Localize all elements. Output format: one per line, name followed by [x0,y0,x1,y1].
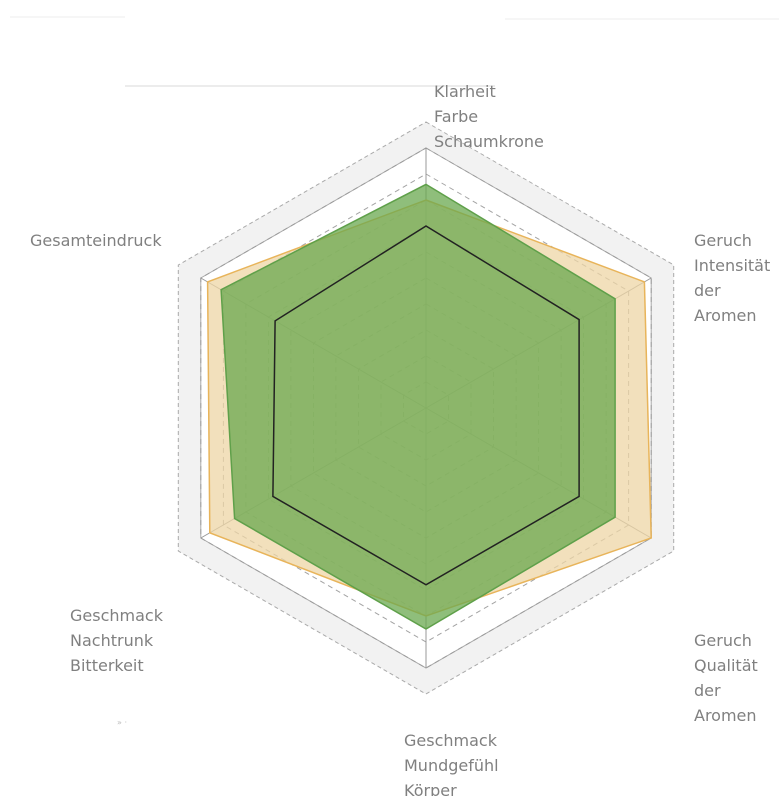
axis-label: Geruch Intensität der Aromen [694,231,770,325]
axis-label-line: Aromen [694,706,757,725]
axis-label-line: Farbe [434,107,478,126]
series-3-area [272,225,580,586]
axis-labels: Klarheit Farbe Schaumkrone Geruch Intensität… [30,82,770,796]
data-series [206,183,652,630]
axis-label-line: Geruch [694,231,752,250]
axis-label: Klarheit Farbe Schaumkrone [434,82,544,151]
decorative-mark: » · [117,718,127,727]
axis-label-line: der [694,681,721,700]
axis-label-line: Körper [404,781,457,796]
axis-label-line: Mundgefühl [404,756,499,775]
series-2-area [220,183,616,630]
axis-label-line: Intensität [694,256,770,275]
axis-label-line: der [694,281,721,300]
axis-label-line: Qualität [694,656,758,675]
axis-label-line: Gesamteindruck [30,231,162,250]
axis-label: Gesamteindruck [30,231,162,250]
axis-label-line: Geruch [694,631,752,650]
axis-label: Geschmack Mundgefühl Körper [404,731,499,796]
axis-label-line: Nachtrunk [70,631,154,650]
axis-label-line: Schaumkrone [434,132,544,151]
axis-label: Geruch Qualität der Aromen [694,631,758,725]
axis-label-line: Geschmack [404,731,498,750]
axis-label-line: Klarheit [434,82,496,101]
axis-label-line: Aromen [694,306,757,325]
axis-label: Geschmack Nachtrunk Bitterkeit [70,606,164,675]
axis-label-line: Bitterkeit [70,656,144,675]
axis-label-line: Geschmack [70,606,164,625]
